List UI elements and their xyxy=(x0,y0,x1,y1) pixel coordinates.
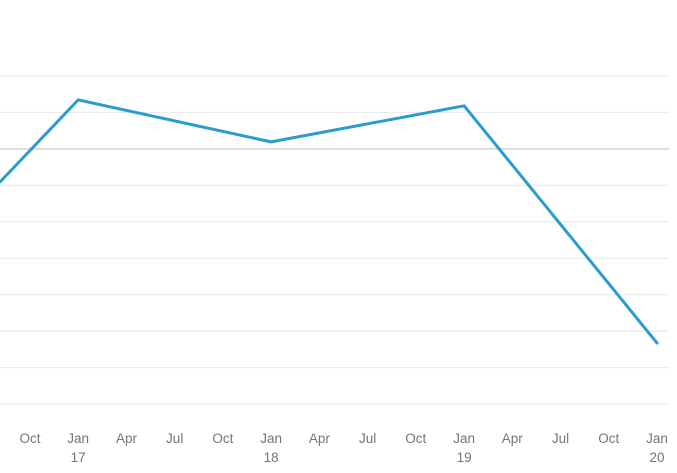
trend-line xyxy=(0,98,659,345)
